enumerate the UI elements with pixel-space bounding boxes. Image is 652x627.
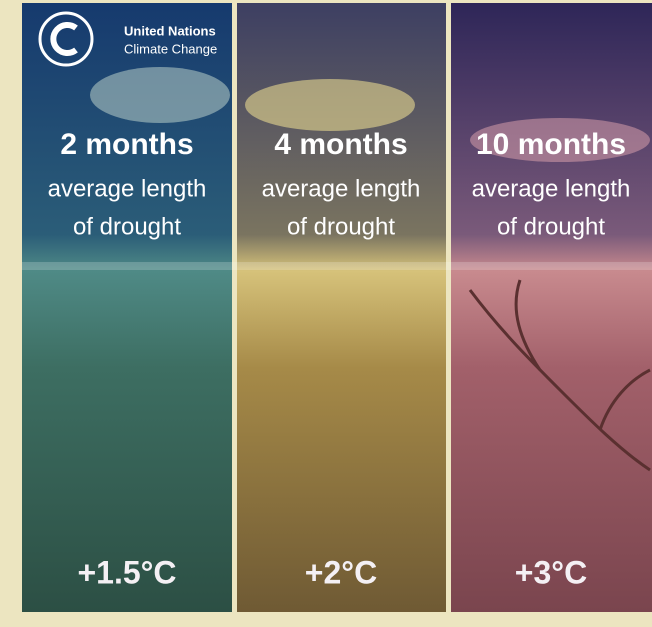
panel-subtitle: of drought	[73, 213, 181, 240]
panel-temperature: +1.5°C	[77, 554, 176, 590]
panel-temperature: +3°C	[515, 554, 587, 590]
horizon	[22, 262, 652, 270]
logo-emblem	[38, 11, 94, 67]
cloud	[90, 67, 230, 123]
panel-subtitle: of drought	[497, 213, 605, 240]
panel-headline: 10 months	[476, 128, 626, 161]
panel-subtitle: average length	[48, 175, 207, 202]
logo: United Nations Climate Change	[38, 11, 217, 67]
panel-bg	[451, 3, 652, 612]
dead-tree	[468, 279, 651, 472]
panel-headline: 2 months	[60, 128, 193, 161]
panel-subtitle: average length	[262, 175, 421, 202]
panels: 2 months average length of drought +1.5°C 4 …	[48, 128, 631, 591]
panel-subtitle: average length	[472, 175, 631, 202]
panel-temperature: +2°C	[305, 554, 377, 590]
org-name: United Nations	[124, 23, 216, 38]
logo-c	[50, 22, 78, 56]
panel-subtitle: of drought	[287, 213, 395, 240]
panel-backgrounds	[22, 3, 652, 612]
cloud	[470, 118, 650, 162]
cloud	[245, 79, 415, 131]
panel-headline: 4 months	[274, 128, 407, 161]
org-subtitle: Climate Change	[124, 41, 217, 56]
